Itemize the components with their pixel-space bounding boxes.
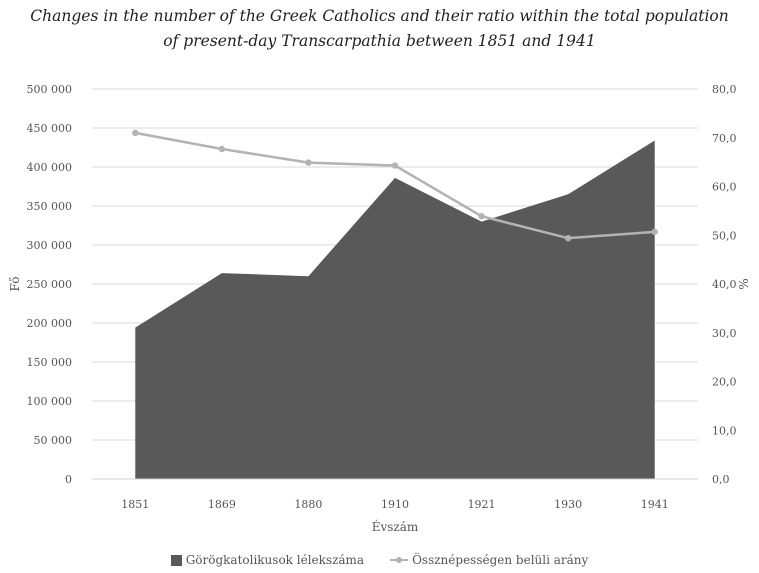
legend: Görögkatolikusok lélekszáma Össznépesség… (0, 553, 759, 567)
y-left-tick-label: 200 000 (27, 317, 73, 330)
chart-title-line-1: Changes in the number of the Greek Catho… (30, 7, 729, 25)
chart-title-line-2: of present-day Transcarpathia between 18… (163, 32, 596, 50)
legend-label-line: Össznépességen belüli arány (412, 553, 589, 567)
x-tick-label: 1930 (554, 498, 582, 511)
y-left-tick-label: 450 000 (27, 122, 73, 135)
y-left-tick-label: 500 000 (27, 83, 73, 96)
line-series-marker (564, 234, 572, 242)
y-left-tick-label: 100 000 (27, 395, 73, 408)
y-left-tick-label: 400 000 (27, 161, 73, 174)
y-left-tick-label: 300 000 (27, 239, 73, 252)
legend-swatch-line (390, 555, 409, 565)
line-series-marker (478, 213, 485, 220)
y-right-tick-label: 80,0 (712, 83, 737, 96)
y-left-tick-label: 0 (65, 473, 72, 486)
y-left-tick-label: 350 000 (27, 200, 73, 213)
x-tick-label: 1921 (468, 498, 496, 511)
x-tick-label: 1869 (208, 498, 236, 511)
y-right-tick-label: 20,0 (712, 376, 737, 389)
legend-swatch-area (170, 554, 182, 566)
y-right-tick-label: 30,0 (712, 327, 737, 340)
line-series-marker (132, 129, 139, 137)
x-tick-label: 1941 (641, 498, 669, 511)
y-right-tick-label: 70,0 (712, 132, 737, 145)
y-left-tick-label: 250 000 (27, 278, 73, 291)
line-series-marker (391, 162, 399, 169)
x-axis-title: Évszám (372, 519, 419, 534)
legend-label-area: Görögkatolikusok lélekszáma (185, 553, 365, 567)
line-series-marker (651, 228, 658, 236)
area-series-greek-catholics (135, 140, 655, 480)
legend-item-area: Görögkatolikusok lélekszáma (170, 553, 365, 567)
x-tick-label: 1851 (121, 498, 149, 511)
y-right-axis-title: % (737, 278, 751, 289)
y-right-tick-label: 0,0 (712, 473, 730, 486)
x-tick-label: 1880 (294, 498, 322, 511)
y-right-tick-label: 40,0 (712, 278, 737, 291)
y-right-tick-label: 60,0 (712, 181, 737, 194)
y-right-tick-label: 50,0 (712, 229, 737, 242)
line-series-marker (218, 145, 226, 153)
legend-item-line: Össznépességen belüli arány (390, 553, 588, 567)
y-left-tick-label: 150 000 (27, 356, 73, 369)
y-right-tick-label: 10,0 (712, 424, 737, 437)
y-left-axis-title: Fő (8, 277, 22, 292)
y-left-tick-label: 50 000 (34, 434, 73, 447)
line-series-marker (305, 159, 312, 166)
x-tick-label: 1910 (381, 498, 409, 511)
